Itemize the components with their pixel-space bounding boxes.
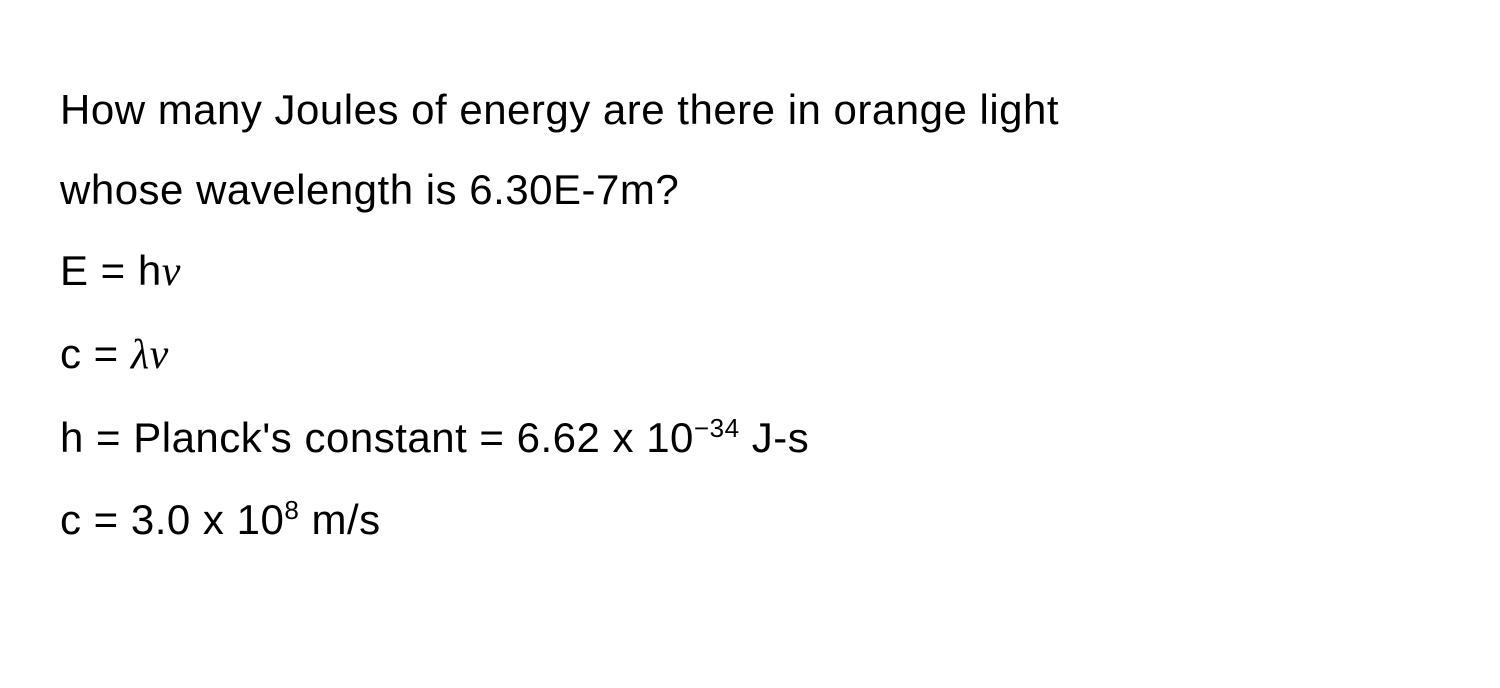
planck-suffix: J-s: [740, 414, 810, 461]
c-exponent: 8: [284, 495, 299, 525]
question-line-1: How many Joules of energy are there in o…: [60, 70, 1440, 150]
lambda-symbol: λ: [131, 332, 150, 378]
equation-energy: E = hν: [60, 230, 1440, 314]
nu-symbol-1: ν: [162, 249, 181, 295]
speed-prefix: c =: [60, 330, 131, 377]
question-text-1: How many Joules of energy are there in o…: [60, 86, 1059, 133]
energy-prefix: E = h: [60, 247, 162, 294]
nu-symbol-2: ν: [150, 332, 169, 378]
planck-constant-line: h = Planck's constant = 6.62 x 10−34 J-s: [60, 397, 1440, 479]
planck-exponent: −34: [694, 413, 740, 443]
c-suffix: m/s: [299, 496, 380, 543]
speed-of-light-line: c = 3.0 x 108 m/s: [60, 479, 1440, 561]
question-line-2: whose wavelength is 6.30E-7m?: [60, 150, 1440, 230]
equation-speed: c = λν: [60, 313, 1440, 397]
planck-prefix: h = Planck's constant = 6.62 x 10: [60, 414, 694, 461]
question-text-2: whose wavelength is 6.30E-7m?: [60, 166, 679, 213]
problem-text: How many Joules of energy are there in o…: [0, 0, 1500, 561]
c-prefix: c = 3.0 x 10: [60, 496, 284, 543]
